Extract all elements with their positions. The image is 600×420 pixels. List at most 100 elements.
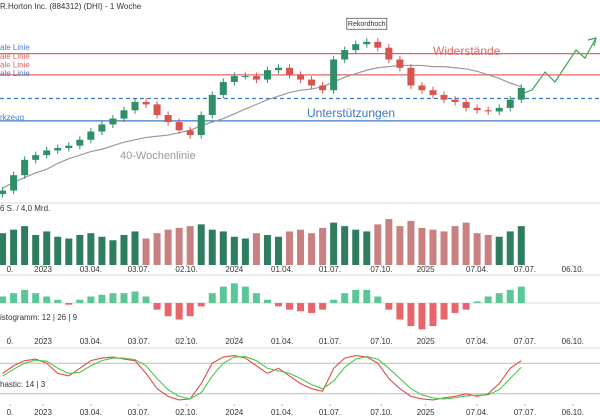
bar xyxy=(131,231,139,265)
x-tick-label: 07.04. xyxy=(466,265,488,274)
bar xyxy=(186,303,194,317)
bar xyxy=(120,234,128,265)
candle-body xyxy=(54,148,62,151)
bar xyxy=(308,303,316,313)
x-tick-label: 2024 xyxy=(225,337,243,346)
bar xyxy=(54,236,62,265)
bar xyxy=(330,299,338,304)
bar xyxy=(484,296,492,304)
x-tick-label: 2023 xyxy=(34,408,52,417)
bar xyxy=(43,296,51,304)
candle-body xyxy=(418,85,426,91)
bar xyxy=(407,303,415,327)
x-tick-label: 03.07. xyxy=(128,337,150,346)
x-tick-label: 01.04. xyxy=(271,337,293,346)
bar xyxy=(363,289,371,304)
bar xyxy=(10,293,18,304)
x-tick-label: 07.10. xyxy=(370,408,392,417)
bar xyxy=(506,289,514,304)
candle-body xyxy=(230,76,238,82)
bar xyxy=(21,289,29,304)
candle-body xyxy=(241,76,249,78)
x-tick-label: 2023 xyxy=(34,265,52,274)
candle-body xyxy=(252,76,260,80)
stochastic-line xyxy=(2,356,522,400)
bar xyxy=(175,303,183,320)
x-tick-label: 03.07. xyxy=(128,408,150,417)
candle-body xyxy=(109,118,117,125)
bar xyxy=(131,291,139,304)
x-tick-label: 07.07. xyxy=(514,408,536,417)
bar xyxy=(197,224,205,265)
bar xyxy=(418,303,426,330)
candle-body xyxy=(341,50,349,60)
candle-body xyxy=(197,115,205,136)
bar xyxy=(274,236,282,265)
candle-body xyxy=(21,159,29,176)
bar xyxy=(252,293,260,304)
candle-body xyxy=(308,79,316,86)
bar xyxy=(208,293,216,304)
bar xyxy=(109,240,117,265)
candle-body xyxy=(407,67,415,86)
bar xyxy=(341,293,349,304)
bar xyxy=(98,236,106,265)
bar xyxy=(440,231,448,265)
candle-body xyxy=(517,87,525,100)
x-tick-label: 2025 xyxy=(417,337,435,346)
candle-body xyxy=(374,41,382,48)
candle-body xyxy=(175,122,183,131)
x-tick-label: 2025 xyxy=(417,408,435,417)
candle-body xyxy=(43,150,51,156)
candle-body xyxy=(506,99,514,108)
bar xyxy=(153,303,161,310)
bar xyxy=(297,303,305,312)
x-tick-label: 03.04. xyxy=(80,337,102,346)
bar xyxy=(32,293,40,304)
candle-body xyxy=(219,81,227,95)
bar xyxy=(484,234,492,265)
x-tick-label: 07.04. xyxy=(466,337,488,346)
bar xyxy=(175,227,183,265)
level-label: ale Linie xyxy=(0,69,30,78)
x-tick-label: 06.10. xyxy=(562,265,584,274)
x-tick-label: 03.04. xyxy=(80,265,102,274)
candle-body xyxy=(164,115,172,123)
candle-body xyxy=(297,74,305,80)
x-tick-label: 01.07. xyxy=(319,265,341,274)
candle-body xyxy=(451,99,459,103)
bar xyxy=(87,296,95,304)
x-tick-label: 0. xyxy=(7,337,14,346)
bar xyxy=(286,231,294,265)
bar xyxy=(43,231,51,265)
tool-label: rkzeug xyxy=(0,113,24,122)
bar xyxy=(407,220,415,265)
bar xyxy=(263,234,271,265)
x-tick-label: 07.07. xyxy=(514,265,536,274)
bar xyxy=(164,303,172,317)
bar xyxy=(297,229,305,265)
candle-body xyxy=(98,124,106,132)
level-label: ale Linie xyxy=(0,43,30,52)
stochastic-label: hastic: 14 | 3 xyxy=(0,380,46,389)
x-tick-label: 2023 xyxy=(34,337,52,346)
bar xyxy=(230,236,238,265)
bar xyxy=(462,303,470,310)
bar xyxy=(308,233,316,265)
bar xyxy=(495,293,503,304)
bar xyxy=(186,226,194,265)
x-tick-label: 01.07. xyxy=(319,408,341,417)
bar xyxy=(473,233,481,265)
record-label: Rekordhoch xyxy=(348,21,386,28)
bar xyxy=(473,301,481,304)
x-tick-label: 0. xyxy=(7,408,14,417)
x-tick-label: 07.10. xyxy=(370,337,392,346)
bar xyxy=(429,303,437,327)
bar xyxy=(385,219,393,265)
bar xyxy=(352,229,360,265)
projection-arrow xyxy=(523,37,597,94)
bar xyxy=(385,303,393,310)
x-tick-label: 07.04. xyxy=(466,408,488,417)
x-tick-label: 06.10. xyxy=(562,337,584,346)
